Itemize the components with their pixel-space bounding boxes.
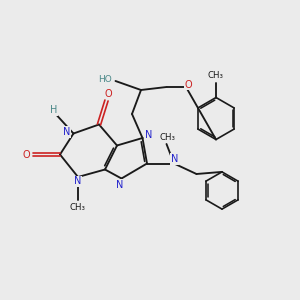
Text: N: N: [146, 130, 153, 140]
Text: H: H: [50, 105, 57, 115]
Text: N: N: [63, 127, 70, 137]
Text: CH₃: CH₃: [70, 203, 86, 212]
Text: O: O: [22, 149, 30, 160]
Text: O: O: [184, 80, 192, 90]
Text: N: N: [74, 176, 82, 187]
Text: CH₃: CH₃: [159, 133, 175, 142]
Text: O: O: [104, 89, 112, 99]
Text: N: N: [116, 179, 124, 190]
Text: HO: HO: [98, 75, 112, 84]
Text: CH₃: CH₃: [208, 71, 224, 80]
Text: N: N: [171, 154, 178, 164]
